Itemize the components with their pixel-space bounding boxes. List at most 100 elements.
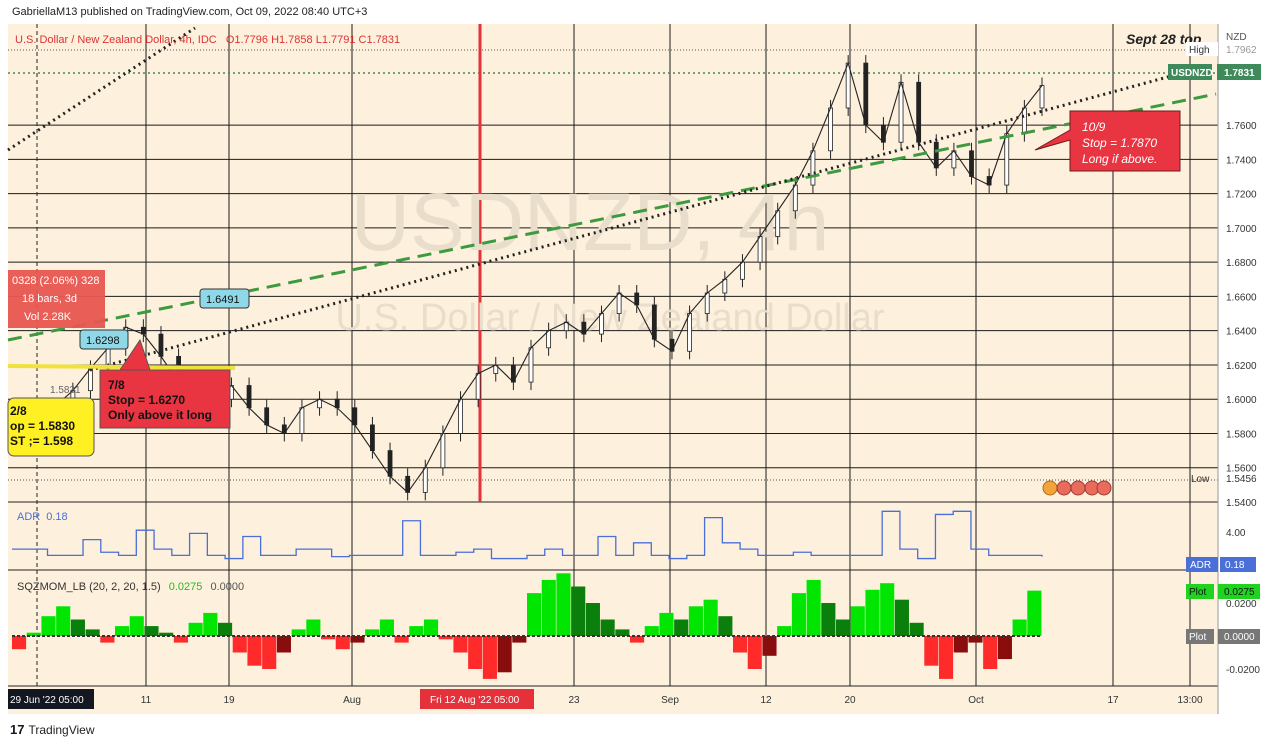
callout-7-8-line2: Stop = 1.6270 — [108, 393, 185, 407]
sqzmom-bar — [350, 636, 365, 643]
y-tick-label: 1.6000 — [1226, 395, 1257, 406]
sqzmom-bar — [144, 626, 159, 636]
sqzmom-bar — [850, 606, 865, 636]
x-tick-label: Aug — [343, 695, 361, 706]
low-value-text: 1.5456 — [1226, 474, 1257, 485]
sqzmom-bar — [644, 626, 659, 636]
price-candle-body — [722, 278, 728, 294]
y-tick-label: 1.6200 — [1226, 361, 1257, 372]
sqzmom-bar — [262, 636, 277, 669]
label-1-text: 1.6491 — [206, 294, 240, 306]
sqzmom-badge-2-value: 0.0000 — [1224, 632, 1255, 643]
y-tick-label: 1.6800 — [1226, 258, 1257, 269]
adr-tick: 4.00 — [1226, 528, 1246, 539]
y-tick-label: 1.7600 — [1226, 121, 1257, 132]
event-icons[interactable] — [1042, 480, 1112, 496]
low-label: Low 1.5456 — [1191, 474, 1257, 485]
x-tick-label: 12 — [760, 695, 772, 706]
callout-7-8-line3: Only above it long — [108, 408, 212, 422]
sqzmom-bar — [894, 599, 909, 636]
price-candle-body — [440, 433, 446, 469]
sqzmom-bar — [379, 619, 394, 636]
adr-badge-text: ADR — [1190, 560, 1211, 571]
sqzmom-bar — [188, 622, 203, 636]
adr-panel — [12, 510, 1043, 560]
x-tick-label: 13:00 — [1177, 695, 1202, 706]
adr-line — [12, 510, 1043, 560]
price-candle-body — [246, 385, 252, 409]
annotation-sept-top: Sept 28 top — [1126, 31, 1202, 47]
callout-10-9-line1: 10/9 — [1082, 120, 1106, 134]
measure-line3: Vol 2.28K — [24, 311, 72, 323]
price-candle-body — [757, 236, 763, 263]
price-candle-body — [370, 424, 375, 452]
sqzmom-bar — [482, 636, 497, 679]
adr-badge-value: 0.18 — [1225, 560, 1245, 571]
black-dotted-line-upper — [7, 26, 196, 152]
price-candle-body — [969, 150, 974, 177]
sqzmom-bar — [1012, 619, 1027, 636]
black-dotted-trendline — [89, 73, 1176, 372]
callout-10-9[interactable]: 10/9 Stop = 1.7870 Long if above. — [1034, 110, 1181, 172]
sqzmom-bar — [747, 636, 762, 669]
price-candle-body — [881, 124, 886, 143]
callout-2-8[interactable]: 2/8 op = 1.5830 ST ;= 1.598 — [7, 397, 95, 457]
sqzmom-badge-2: Plot 0.0000 — [1186, 629, 1260, 644]
sqzmom-bar — [512, 636, 527, 643]
sqzmom-bar — [26, 632, 41, 636]
sqzmom-bar — [159, 632, 174, 636]
callout-2-8-line2: op = 1.5830 — [10, 419, 75, 433]
price-candle-body — [1004, 133, 1010, 186]
sqzmom-bar — [924, 636, 939, 666]
sqzmom-bar — [600, 619, 615, 636]
label-3-text: 1.5831 — [50, 385, 81, 396]
price-candle-body — [528, 347, 534, 383]
price-candle-body — [828, 107, 833, 152]
x-tick-label: 17 — [1107, 695, 1119, 706]
x-tick-label: 11 — [141, 695, 152, 706]
callout-10-9-line3: Long if above. — [1082, 152, 1157, 166]
high-label: High 1.7962 — [1186, 42, 1257, 56]
price-candle-body — [651, 304, 657, 340]
callout-7-8[interactable]: 7/8 Stop = 1.6270 Only above it long — [99, 338, 231, 429]
label-1-6491[interactable]: 1.6491 — [199, 288, 250, 309]
measure-line2: 18 bars, 3d — [22, 293, 77, 305]
currency-label: NZD — [1226, 32, 1247, 43]
sqzmom-bar — [527, 593, 542, 636]
price-candle-body — [158, 333, 164, 357]
sqzmom-bar — [276, 636, 291, 653]
price-candle-body — [898, 81, 904, 143]
sqzmom-bar — [438, 636, 453, 640]
y-tick-label: 1.6600 — [1226, 292, 1257, 303]
y-tick-label: 1.5800 — [1226, 429, 1257, 440]
sqzmom-bar — [968, 636, 983, 643]
sqzmom-bar — [424, 619, 439, 636]
sqzmom-bar — [585, 603, 600, 636]
price-candle-body — [387, 450, 393, 477]
sqzmom-bar — [556, 573, 571, 636]
sqzmom-bar — [12, 636, 27, 650]
label-1-6298[interactable]: 1.6298 — [79, 329, 129, 350]
sqzmom-bar — [306, 619, 321, 636]
price-candle-body — [422, 467, 428, 493]
measure-line1: 0328 (2.06%) 328 — [12, 275, 99, 287]
y-tick-label: 1.7200 — [1226, 190, 1257, 201]
price-candle-body — [88, 367, 93, 392]
price-candle-body — [687, 313, 692, 352]
sqzmom-bar — [791, 593, 806, 636]
sqzmom-bar — [909, 622, 924, 636]
callout-2-8-line3: ST ;= 1.598 — [10, 434, 73, 448]
price-candle-body — [863, 62, 869, 126]
measure-box[interactable]: 0328 (2.06%) 328 18 bars, 3d Vol 2.28K — [8, 270, 105, 328]
sqzmom-bar — [115, 626, 130, 636]
x-tick-label: 19 — [223, 695, 235, 706]
tradingview-logo[interactable]: 17 TradingView — [10, 722, 95, 737]
sqzmom-bar — [688, 606, 703, 636]
sqzmom-badge-1-value: 0.0275 — [1224, 587, 1255, 598]
sqzmom-bar — [703, 599, 718, 636]
sqzmom-bar — [571, 586, 586, 636]
sqzmom-badge-1: Plot 0.0275 — [1186, 584, 1260, 599]
price-series — [19, 55, 1045, 501]
adr-title: ADR 0.18 — [17, 511, 68, 523]
